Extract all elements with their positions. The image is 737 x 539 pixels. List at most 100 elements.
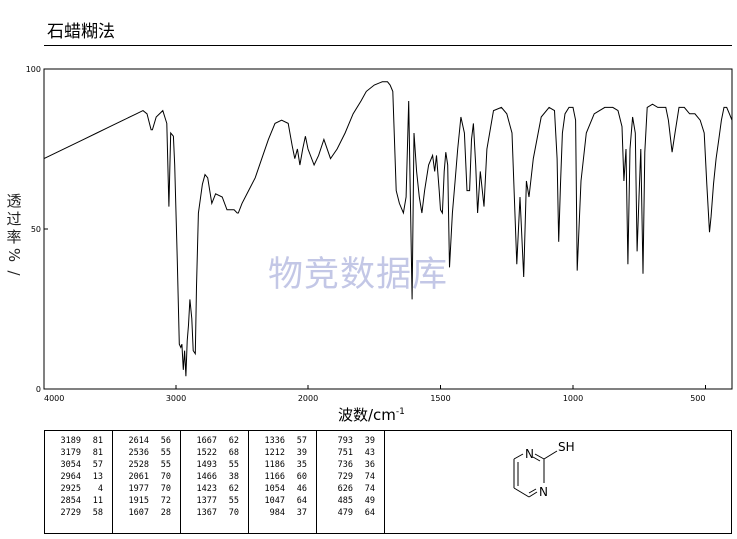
peak-transmittance: 64: [364, 508, 375, 518]
peak-wavenumber: 1166: [264, 472, 285, 482]
peak-transmittance: 81: [92, 448, 103, 458]
peak-wavenumber: 729: [337, 472, 353, 482]
peak-wavenumber: 1377: [196, 496, 217, 506]
peak-transmittance: 58: [92, 508, 103, 518]
peak-wavenumber: 1367: [196, 508, 217, 518]
peak-transmittance: 72: [160, 496, 171, 506]
peak-table-row: 984 37: [249, 507, 316, 519]
peak-table-row: 1915 72: [113, 495, 180, 507]
peak-wavenumber: 2729: [60, 508, 81, 518]
peak-table-column: 793 39 751 43 736 36 729 74 626 74 485 49 479 64: [317, 431, 385, 533]
peak-transmittance: 57: [296, 436, 307, 446]
peak-transmittance: 57: [92, 460, 103, 470]
peak-transmittance: 62: [228, 436, 239, 446]
peak-wavenumber: 2061: [128, 472, 149, 482]
peak-table-row: 1186 35: [249, 459, 316, 471]
double-bond-c2-n3: [532, 456, 541, 462]
peak-transmittance: 39: [296, 448, 307, 458]
peak-transmittance: 70: [160, 472, 171, 482]
peak-transmittance: 43: [364, 448, 375, 458]
peak-table-row: 1047 64: [249, 495, 316, 507]
peak-transmittance: 37: [296, 508, 307, 518]
page-title: 石蜡糊法: [47, 22, 115, 42]
peak-table-row: 1367 70: [181, 507, 248, 519]
peak-wavenumber: 793: [337, 436, 353, 446]
peak-wavenumber: 3054: [60, 460, 81, 470]
y-tick-label: 0: [36, 385, 41, 394]
atom-n1: N: [539, 485, 548, 499]
spectrum-line: [43, 81, 733, 377]
peak-table-row: 626 74: [317, 483, 384, 495]
peak-transmittance: 39: [364, 436, 375, 446]
peak-transmittance: 56: [160, 436, 171, 446]
molecule-structure: N N SH: [385, 431, 731, 533]
peak-table-row: 1377 55: [181, 495, 248, 507]
peak-transmittance: 13: [92, 472, 103, 482]
peak-wavenumber: 1915: [128, 496, 149, 506]
peak-table-row: 729 74: [317, 471, 384, 483]
peak-transmittance: 68: [228, 448, 239, 458]
peak-wavenumber: 626: [337, 484, 353, 494]
peak-wavenumber: 2536: [128, 448, 149, 458]
peak-table-row: 1522 68: [181, 447, 248, 459]
peak-transmittance: 62: [228, 484, 239, 494]
bond-c2-s: [543, 450, 558, 460]
peak-transmittance: 55: [160, 460, 171, 470]
x-tick-label: 2000: [298, 394, 318, 403]
peak-table-row: 1493 55: [181, 459, 248, 471]
peak-transmittance: 60: [296, 472, 307, 482]
peak-wavenumber: 2854: [60, 496, 81, 506]
x-axis-ticks: 4000 3000 2000 1500 1000 500: [43, 385, 706, 403]
double-bond-c6-n1: [528, 488, 537, 494]
peak-wavenumber: 736: [337, 460, 353, 470]
peak-wavenumber: 1423: [196, 484, 217, 494]
peak-transmittance: 70: [160, 484, 171, 494]
peak-table-row: 2536 55: [113, 447, 180, 459]
peak-wavenumber: 1047: [264, 496, 285, 506]
peak-table-row: 751 43: [317, 447, 384, 459]
peak-table-row: 2854 11: [45, 495, 112, 507]
peak-table-row: 485 49: [317, 495, 384, 507]
peak-wavenumber: 3189: [60, 436, 81, 446]
peak-table-row: 793 39: [317, 435, 384, 447]
x-tick-label: 4000: [44, 394, 64, 403]
peak-transmittance: 70: [228, 508, 239, 518]
peak-transmittance: 81: [92, 436, 103, 446]
peak-wavenumber: 3179: [60, 448, 81, 458]
y-tick-label: 50: [31, 225, 41, 234]
bond-c6-n1: [528, 491, 538, 498]
x-axis-label: 波数/cm-1: [338, 404, 405, 425]
bond-c2-n3: [534, 453, 545, 460]
peak-table-row: 2061 70: [113, 471, 180, 483]
peak-wavenumber: 2925: [60, 484, 81, 494]
peak-wavenumber: 1522: [196, 448, 217, 458]
peak-table-row: 479 64: [317, 507, 384, 519]
pyrimidine-thiol-structure: N N SH: [513, 440, 575, 499]
peak-table-row: 1212 39: [249, 447, 316, 459]
peak-table-row: 1667 62: [181, 435, 248, 447]
peak-table-row: 3179 81: [45, 447, 112, 459]
peak-transmittance: 46: [296, 484, 307, 494]
peak-table-row: 3189 81: [45, 435, 112, 447]
peak-wavenumber: 2964: [60, 472, 81, 482]
peak-table-row: 1054 46: [249, 483, 316, 495]
peak-transmittance: 55: [160, 448, 171, 458]
peak-transmittance: 64: [296, 496, 307, 506]
peak-wavenumber: 1186: [264, 460, 285, 470]
x-axis-label-unit-exponent: -1: [395, 407, 405, 417]
peak-wavenumber: 1212: [264, 448, 285, 458]
atom-sh: SH: [558, 440, 575, 454]
peak-transmittance: 35: [296, 460, 307, 470]
atom-n3: N: [525, 447, 534, 461]
x-tick-label: 500: [690, 394, 705, 403]
y-axis-label: 透 过 率 % /: [2, 192, 26, 282]
peak-wavenumber: 2528: [128, 460, 149, 470]
peak-transmittance: 28: [160, 508, 171, 518]
peak-table-column: 1336 57 1212 39 1186 35 1166 60 1054 46 1047 64 984 3…: [249, 431, 317, 533]
x-axis-label-text: 波数/cm: [338, 406, 396, 424]
peak-table-column: 3189 81 3179 81 3054 57 2964 13 2925 4 2854 11 2729 5…: [45, 431, 113, 533]
peak-table-row: 1607 28: [113, 507, 180, 519]
peak-table-row: 2614 56: [113, 435, 180, 447]
peak-transmittance: 11: [92, 496, 103, 506]
title-rule: [44, 45, 732, 46]
